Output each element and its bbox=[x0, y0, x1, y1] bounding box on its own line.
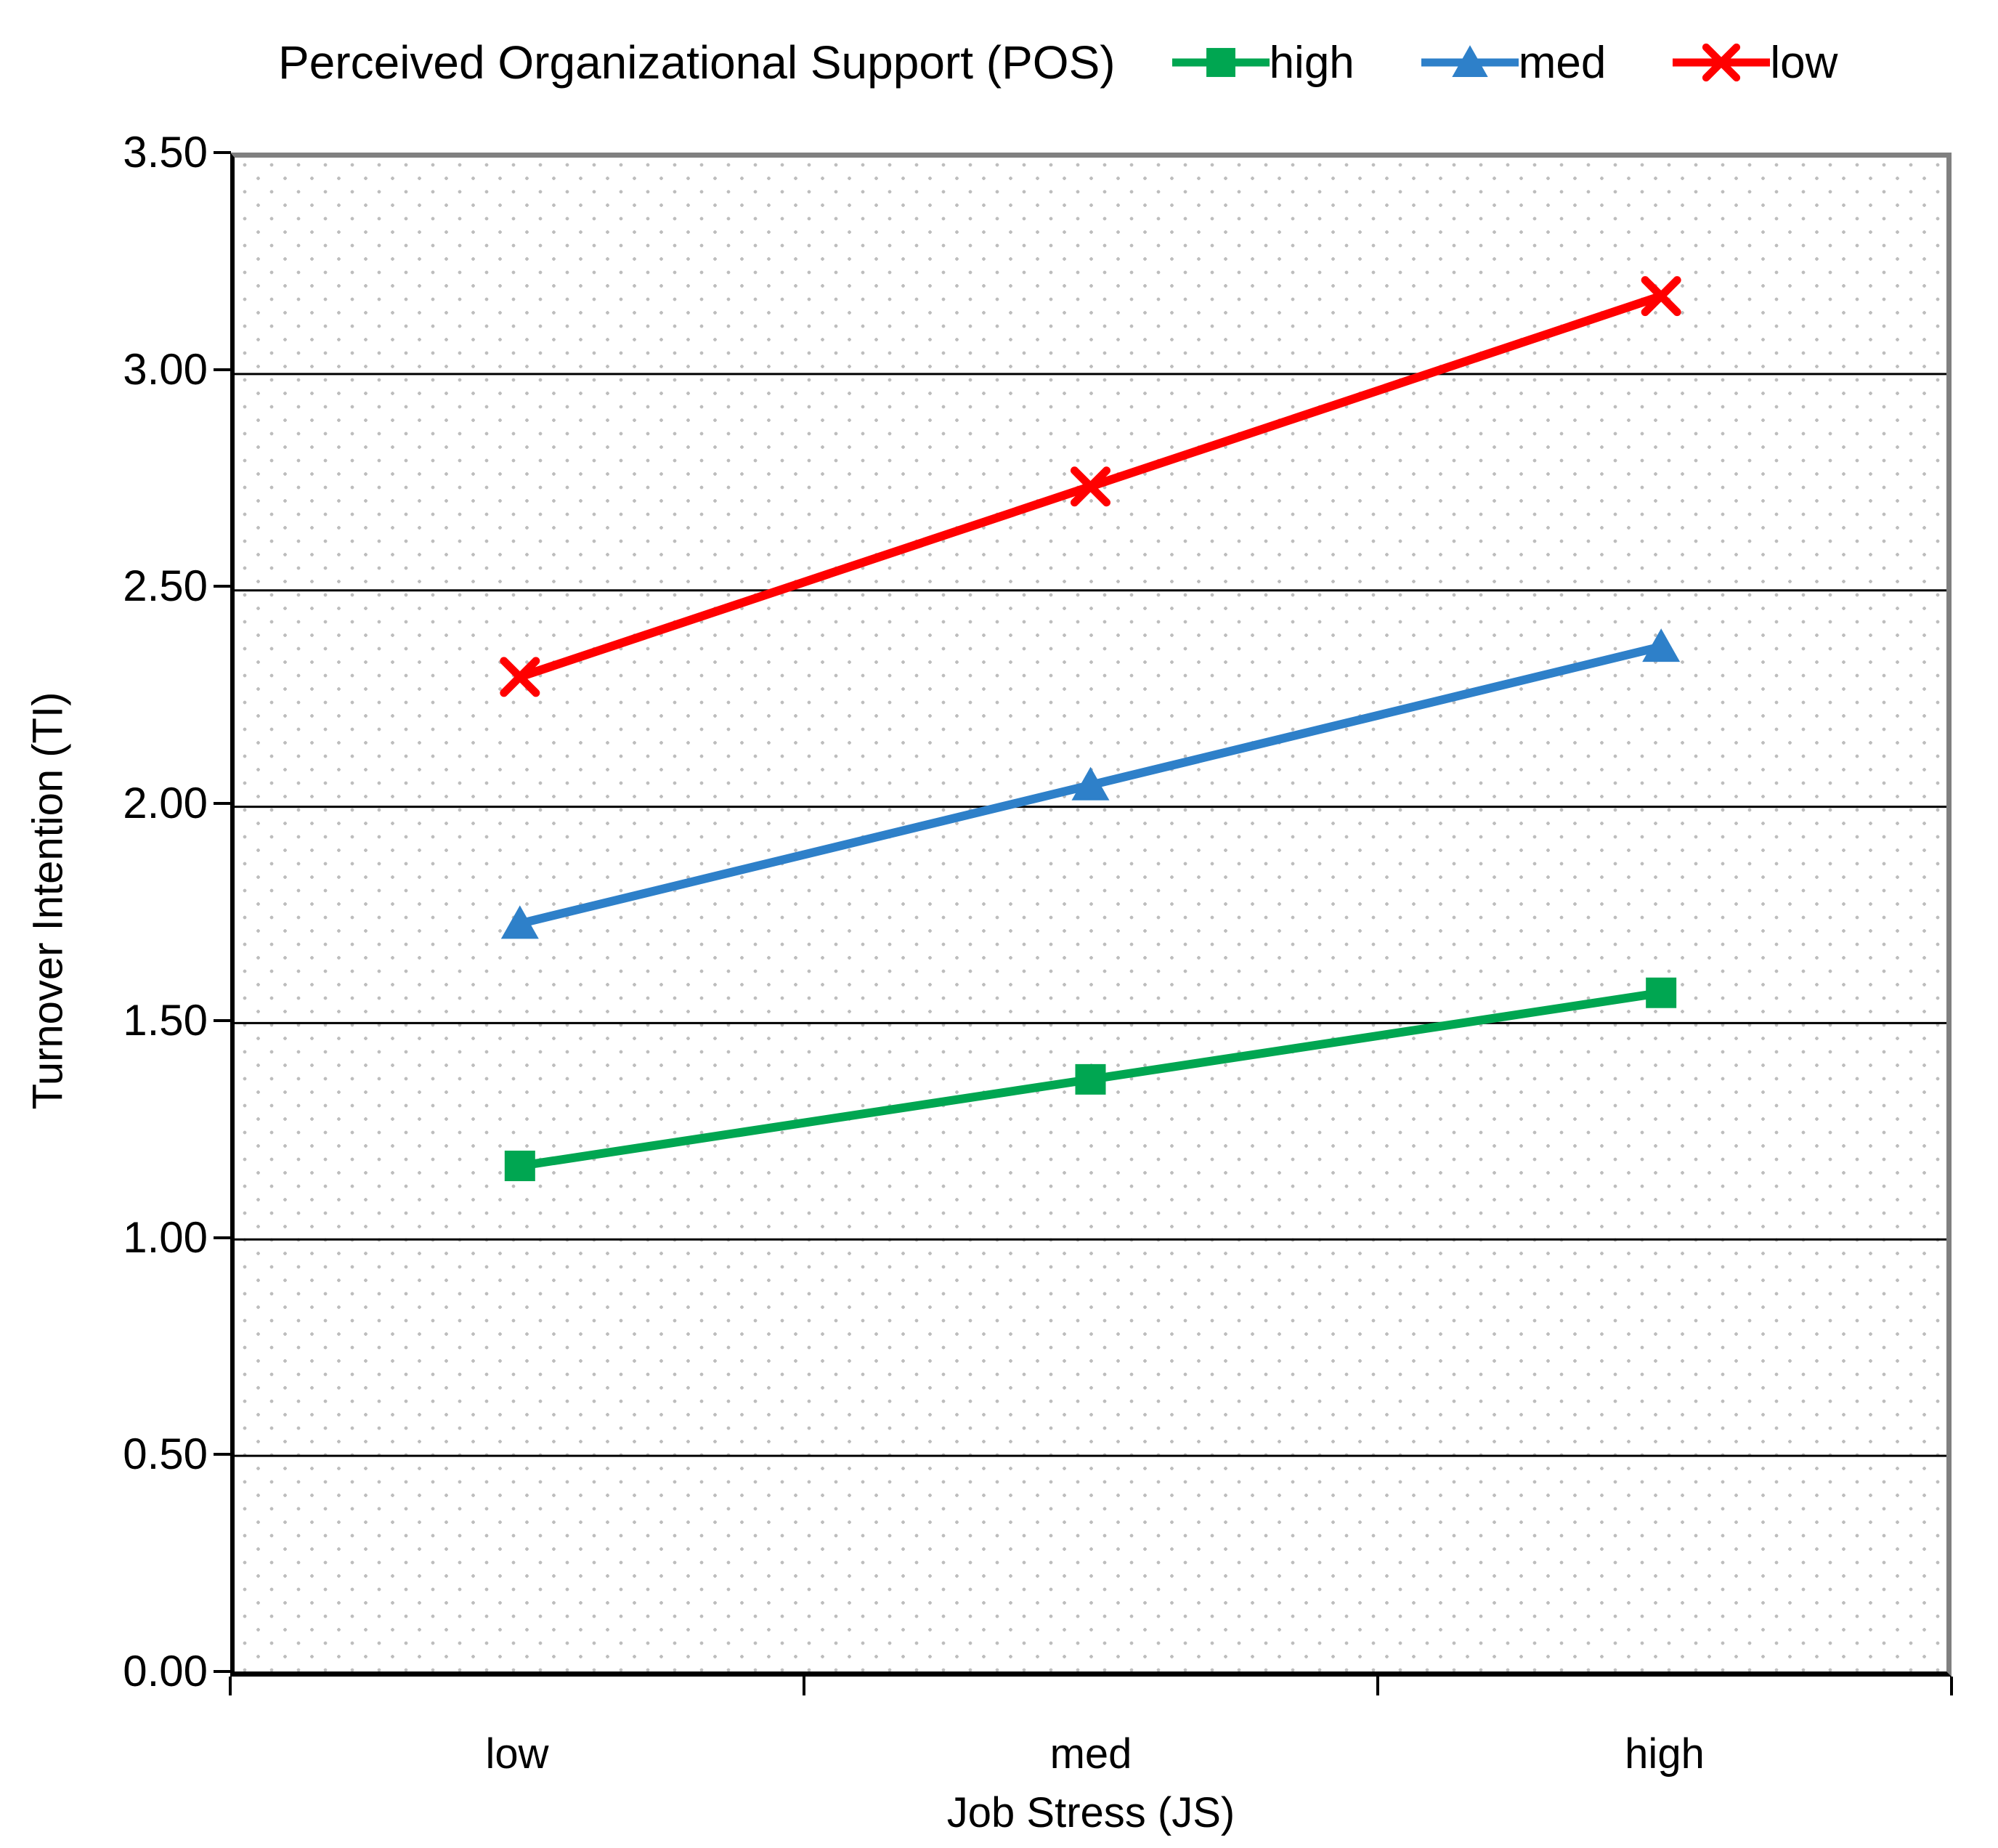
y-tick-label: 2.50 bbox=[123, 562, 208, 611]
legend-item-med: med bbox=[1421, 37, 1607, 89]
legend-label-low: low bbox=[1770, 37, 1838, 88]
x-marker-icon bbox=[1641, 276, 1681, 317]
square-marker-icon bbox=[504, 1151, 535, 1182]
x-marker-icon bbox=[1673, 43, 1771, 82]
legend-item-low: low bbox=[1673, 37, 1837, 89]
legend-title: Perceived Organizational Support (POS) bbox=[278, 36, 1116, 89]
x-axis-tick bbox=[229, 1677, 232, 1695]
triangle-marker-icon bbox=[1452, 45, 1488, 77]
legend-label-med: med bbox=[1518, 37, 1607, 88]
square-marker-icon bbox=[1646, 977, 1677, 1008]
y-axis-tick bbox=[214, 151, 231, 154]
y-tick-label: 1.00 bbox=[123, 1212, 208, 1262]
y-tick-label: 0.00 bbox=[123, 1647, 208, 1695]
y-axis-tick bbox=[214, 802, 231, 806]
y-axis-tick bbox=[214, 585, 231, 588]
triangle-marker-icon bbox=[1421, 45, 1519, 77]
x-axis-title: Job Stress (JS) bbox=[946, 1789, 1235, 1836]
legend: Perceived Organizational Support (POS) h… bbox=[278, 28, 1837, 97]
y-axis-tick bbox=[214, 1670, 231, 1673]
chart-canvas bbox=[235, 276, 1946, 1457]
y-axis-tick bbox=[214, 368, 231, 371]
triangle-marker-icon bbox=[1071, 766, 1110, 801]
x-marker-icon bbox=[1071, 466, 1110, 507]
x-marker-icon bbox=[1702, 43, 1741, 82]
x-axis-tick bbox=[1376, 1677, 1379, 1695]
triangle-marker-icon bbox=[500, 905, 539, 939]
square-marker-icon bbox=[1171, 48, 1270, 77]
y-axis-tick bbox=[214, 1236, 231, 1239]
triangle-marker-icon bbox=[1642, 628, 1681, 662]
square-marker-icon bbox=[1206, 48, 1235, 77]
y-axis-tick bbox=[214, 1018, 231, 1022]
square-marker-icon bbox=[1075, 1063, 1106, 1095]
y-axis-title: Turnover Intention (TI) bbox=[24, 692, 72, 1110]
y-tick-label: 1.50 bbox=[123, 995, 208, 1045]
x-axis-tick bbox=[803, 1677, 805, 1695]
x-marker-icon bbox=[500, 657, 540, 697]
y-tick-label: 3.00 bbox=[123, 344, 208, 394]
y-tick-label: 2.00 bbox=[123, 779, 208, 828]
legend-label-high: high bbox=[1269, 37, 1355, 88]
legend-item-high: high bbox=[1171, 37, 1355, 89]
y-tick-label: 0.50 bbox=[123, 1430, 208, 1479]
x-tick-label: high bbox=[1625, 1730, 1705, 1778]
x-tick-label: low bbox=[485, 1730, 549, 1778]
x-axis-tick bbox=[1950, 1677, 1953, 1695]
plot-area bbox=[230, 153, 1952, 1677]
y-axis-tick bbox=[214, 1453, 231, 1456]
y-tick-label: 3.50 bbox=[123, 128, 208, 177]
x-tick-label: med bbox=[1049, 1730, 1132, 1778]
